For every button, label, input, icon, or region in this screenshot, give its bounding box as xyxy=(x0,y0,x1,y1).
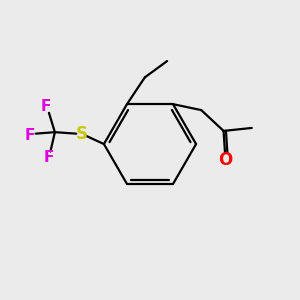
Text: S: S xyxy=(76,125,88,143)
Text: F: F xyxy=(24,128,35,142)
Text: O: O xyxy=(218,151,232,169)
Text: F: F xyxy=(41,99,51,114)
Text: F: F xyxy=(44,150,54,165)
